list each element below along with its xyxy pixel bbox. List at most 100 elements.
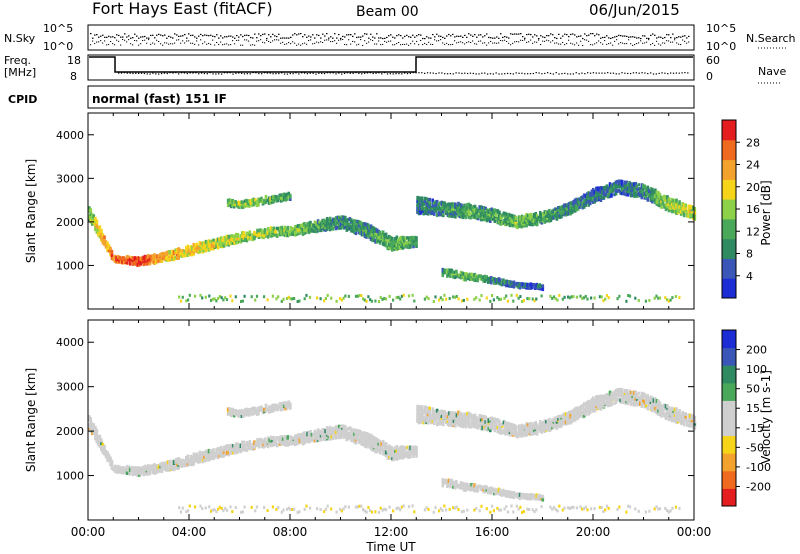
nsearch-point bbox=[542, 40, 544, 42]
velocity-cell bbox=[313, 438, 317, 443]
velocity-cell bbox=[303, 431, 306, 436]
power-cell bbox=[276, 197, 280, 203]
velocity-cell bbox=[91, 422, 94, 427]
power-cell bbox=[535, 297, 538, 301]
velocity-cell bbox=[174, 458, 177, 462]
nsearch-point bbox=[312, 43, 314, 45]
power-cell bbox=[354, 294, 358, 298]
velocity-cell bbox=[345, 433, 349, 439]
power-cell bbox=[365, 228, 368, 234]
velocity-cell bbox=[420, 411, 424, 416]
power-cell bbox=[383, 233, 386, 237]
velocity-cell bbox=[142, 471, 146, 477]
velocity-cell bbox=[148, 466, 152, 471]
velocity-cell bbox=[422, 415, 425, 420]
power-cell bbox=[342, 215, 346, 220]
nave-point bbox=[464, 72, 466, 74]
velocity-cell bbox=[307, 440, 311, 444]
power-cell bbox=[375, 232, 379, 236]
power-cell bbox=[315, 222, 318, 226]
nave-point bbox=[669, 72, 672, 74]
power-cell bbox=[634, 193, 637, 198]
power-cell bbox=[186, 247, 190, 252]
velocity-cell bbox=[566, 419, 569, 425]
nsky-point bbox=[208, 35, 210, 37]
power-cell bbox=[510, 219, 513, 223]
velocity-cell bbox=[661, 408, 665, 414]
velocity-cell bbox=[485, 426, 489, 432]
velocity-cell bbox=[514, 429, 518, 434]
nsky-point bbox=[156, 34, 158, 36]
nave-point bbox=[203, 72, 206, 75]
power-cell bbox=[505, 294, 508, 298]
velocity-cell bbox=[98, 440, 102, 445]
power-cell bbox=[441, 267, 445, 272]
nsearch-point bbox=[406, 43, 408, 45]
power-cell bbox=[91, 213, 94, 218]
velocity-cell bbox=[336, 424, 340, 429]
velocity-cell bbox=[378, 449, 382, 453]
velocity-cell bbox=[675, 411, 678, 416]
velocity-cell bbox=[522, 430, 525, 434]
power-cell bbox=[212, 238, 215, 242]
power-cell bbox=[616, 183, 619, 189]
power-cell bbox=[425, 197, 428, 201]
power-cell bbox=[617, 188, 621, 193]
power-cell bbox=[455, 274, 458, 279]
velocity-cell bbox=[543, 422, 547, 426]
power-cell bbox=[127, 256, 130, 262]
power-cell bbox=[498, 297, 501, 301]
nsky-point bbox=[586, 35, 588, 37]
nsearch-point bbox=[434, 39, 436, 41]
velocity-cell bbox=[678, 417, 681, 423]
nsearch-point bbox=[256, 40, 258, 42]
velocity-cell bbox=[169, 465, 173, 470]
velocity-cell bbox=[150, 464, 153, 469]
velocity-cell bbox=[222, 449, 226, 455]
power-cell bbox=[649, 187, 653, 191]
nsky-point bbox=[126, 36, 128, 38]
nave-point bbox=[524, 73, 526, 75]
velocity-cell bbox=[498, 419, 501, 423]
power-cell bbox=[229, 199, 233, 204]
velocity-cell bbox=[197, 458, 200, 463]
nsky-point bbox=[286, 37, 288, 39]
nsky-point bbox=[650, 34, 652, 36]
nsky-tick-bottom: 10^0 bbox=[43, 40, 73, 53]
nsky-point bbox=[590, 33, 592, 35]
nsearch-tick-top: 10^5 bbox=[706, 22, 736, 35]
velocity-cell bbox=[463, 412, 466, 417]
nsky-tick-top: 10^5 bbox=[43, 22, 73, 35]
power-cell bbox=[579, 196, 583, 200]
nsky-point bbox=[288, 37, 290, 39]
velocity-cell bbox=[448, 420, 451, 424]
nave-point bbox=[389, 73, 391, 75]
power-cell bbox=[287, 191, 291, 196]
nave-point bbox=[549, 72, 552, 75]
power-cell bbox=[452, 206, 456, 211]
power-cell bbox=[240, 200, 244, 204]
nsky-point bbox=[246, 34, 248, 36]
power-cell bbox=[448, 213, 451, 218]
power-cell bbox=[259, 228, 262, 233]
nave-point bbox=[538, 72, 540, 74]
nave-point bbox=[289, 72, 291, 75]
power-cell bbox=[221, 240, 224, 245]
velocity-cell bbox=[92, 423, 96, 428]
nsky-point bbox=[322, 33, 324, 35]
velocity-cell bbox=[289, 441, 293, 446]
power-cell bbox=[386, 236, 390, 240]
power-cell bbox=[584, 203, 587, 207]
nave-point bbox=[529, 73, 532, 75]
power-cell bbox=[495, 209, 498, 213]
velocity-cell bbox=[248, 442, 252, 446]
velocity-cell bbox=[360, 437, 364, 441]
velocity-cell bbox=[599, 394, 603, 400]
velocity-cell bbox=[598, 397, 601, 402]
velocity-cell bbox=[181, 458, 185, 463]
velocity-cell bbox=[654, 397, 657, 402]
nsearch-point bbox=[320, 41, 322, 43]
power-cell bbox=[381, 230, 385, 236]
velocity-cell bbox=[616, 388, 619, 392]
power-cell bbox=[649, 191, 653, 196]
